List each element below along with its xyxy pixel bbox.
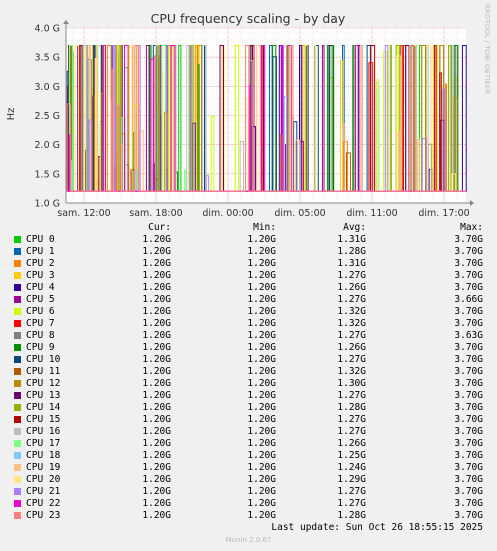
series-line-cpu-23 — [66, 45, 466, 192]
x-tick-label: sam. 12:00 — [57, 208, 110, 219]
x-tick-label: dim. 17:00 — [418, 208, 469, 219]
y-axis-arrow — [63, 20, 69, 24]
y-tick-label: 3.0 G — [35, 82, 61, 93]
y-axis-label: Hz — [6, 108, 17, 121]
y-tick-label: 4.0 G — [35, 24, 61, 35]
x-tick-label: sam. 18:00 — [129, 208, 182, 219]
y-tick-label: 1.0 G — [35, 199, 61, 210]
x-tick-label: dim. 11:00 — [346, 208, 397, 219]
y-tick-label: 3.5 G — [35, 53, 61, 64]
y-tick-label: 1.5 G — [35, 169, 61, 180]
x-tick-label: dim. 00:00 — [202, 208, 253, 219]
y-tick-label: 2.0 G — [35, 140, 61, 151]
x-tick-label: dim. 05:00 — [274, 208, 325, 219]
rrdtool-credit: RRDTOOL / TOBI OETIKER — [483, 4, 491, 94]
chart-title: CPU frequency scaling - by day — [151, 11, 346, 26]
y-tick-label: 2.5 G — [35, 111, 61, 122]
x-axis-arrow — [470, 200, 474, 206]
